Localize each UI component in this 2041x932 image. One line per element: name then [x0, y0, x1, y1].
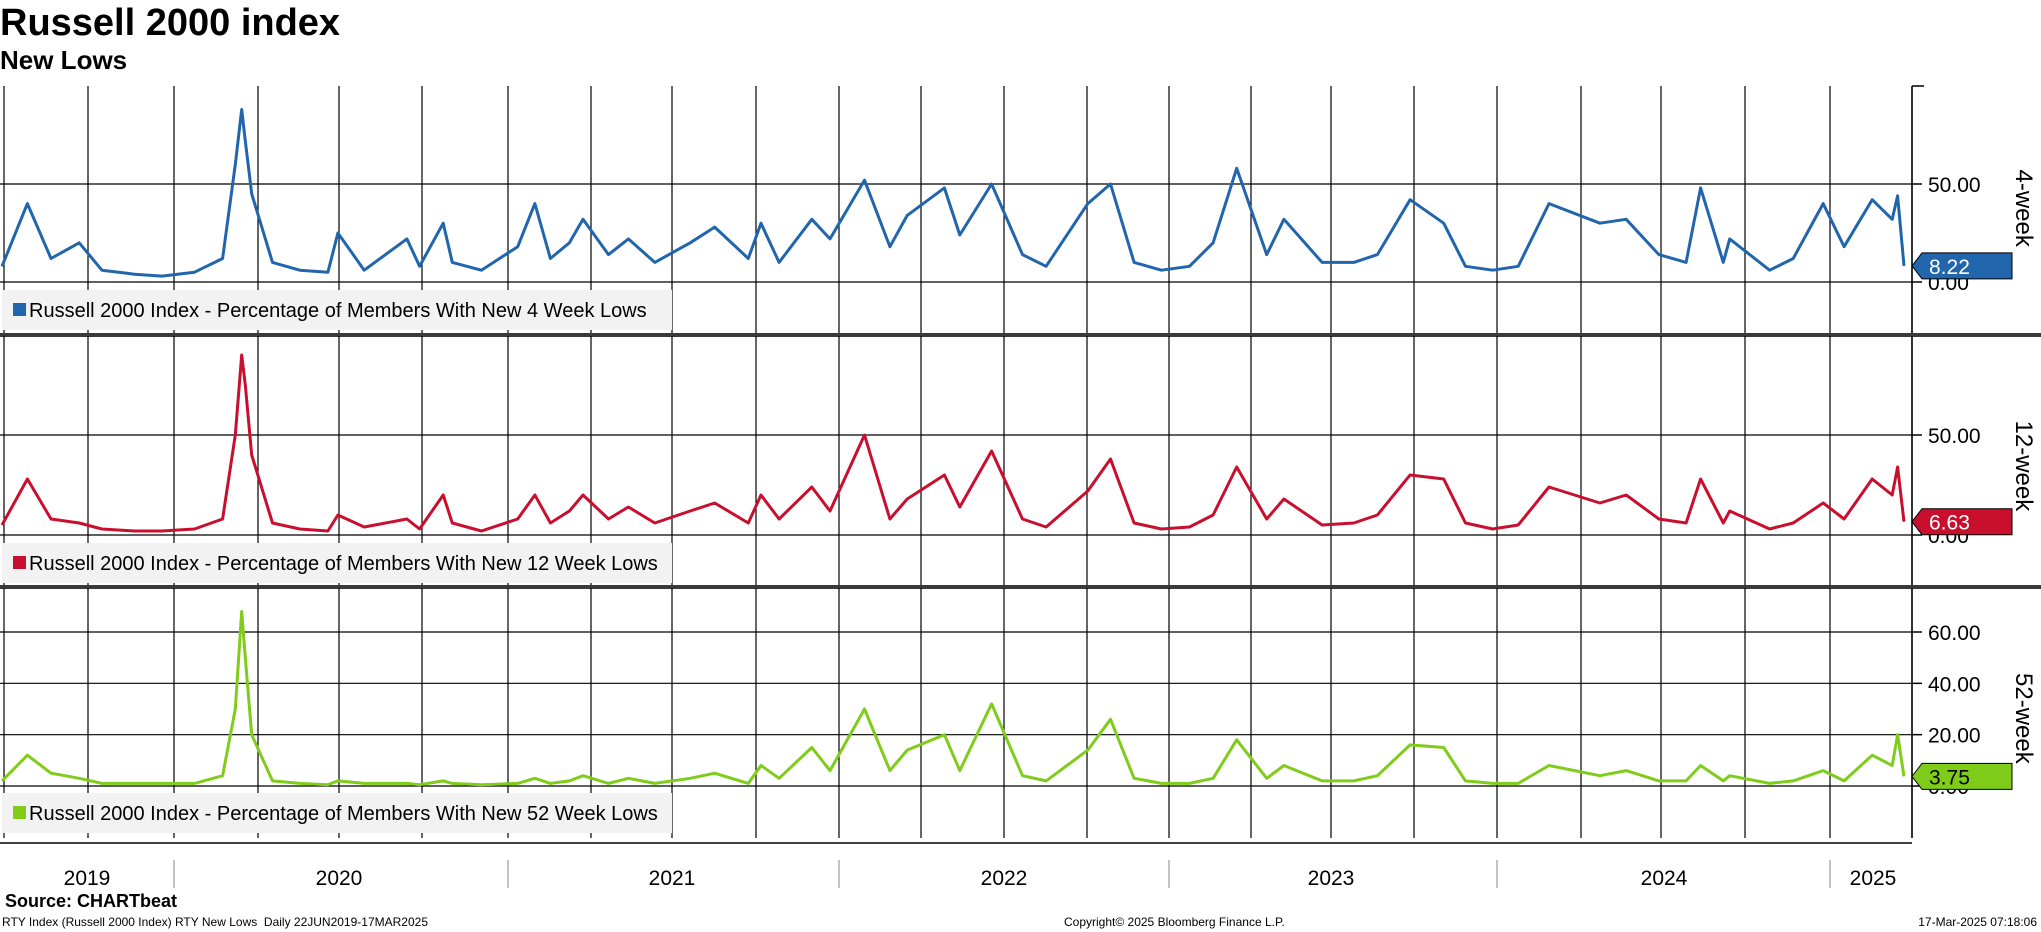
legend-box — [2, 543, 672, 583]
legend-label: Russell 2000 Index - Percentage of Membe… — [29, 803, 658, 825]
panel-label: 52-week — [2010, 673, 2037, 765]
panel-separator — [0, 333, 2041, 337]
chart-subtitle: New Lows — [0, 45, 128, 75]
x-tick-label: 2019 — [64, 867, 111, 890]
last-value-tag — [1911, 252, 2013, 280]
y-tick-label: 40.00 — [1928, 673, 1981, 696]
last-value-label: 3.75 — [1929, 766, 1970, 789]
x-tick-label: 2023 — [1308, 867, 1355, 890]
series-line-4-week — [0, 108, 1906, 278]
panel-label: 12-week — [2010, 421, 2037, 513]
timestamp: 17-Mar-2025 07:18:06 — [1918, 915, 2037, 929]
legend-label: Russell 2000 Index - Percentage of Membe… — [29, 300, 647, 322]
y-tick-label: 50.00 — [1928, 174, 1981, 197]
last-value-label: 6.63 — [1929, 512, 1970, 535]
y-tick-label: 50.00 — [1928, 425, 1981, 448]
panel-label: 4-week — [2010, 170, 2037, 248]
x-tick-label: 2022 — [981, 867, 1028, 890]
x-tick-label: 2021 — [649, 867, 696, 890]
last-value-tag — [1911, 508, 2013, 536]
x-tick-label: 2024 — [1641, 867, 1688, 890]
last-value-tag — [1911, 762, 2013, 790]
series-line-12-week — [0, 353, 1906, 533]
last-value-label: 8.22 — [1929, 256, 1970, 279]
ticker-meta: RTY Index (Russell 2000 Index) RTY New L… — [2, 915, 428, 929]
legend-box — [2, 290, 672, 330]
chart-title: Russell 2000 index — [0, 2, 341, 44]
x-tick-label: 2025 — [1850, 867, 1897, 890]
x-axis: 2019 2020 2021 2022 2023 2024 2025 — [0, 85, 1924, 890]
legend-box — [2, 793, 672, 833]
source-note: Source: CHARTbeat — [5, 891, 178, 911]
legend-swatch — [13, 806, 26, 819]
legend-swatch — [13, 303, 26, 316]
legend-swatch — [13, 556, 26, 569]
panel-separator — [0, 585, 2041, 589]
copyright: Copyright© 2025 Bloomberg Finance L.P. — [1064, 915, 1285, 929]
y-tick-label: 60.00 — [1928, 622, 1981, 645]
series-line-52-week — [0, 610, 1906, 787]
x-tick-label: 2020 — [316, 867, 363, 890]
legend-label: Russell 2000 Index - Percentage of Membe… — [29, 553, 658, 575]
y-tick-label: 20.00 — [1928, 725, 1981, 748]
